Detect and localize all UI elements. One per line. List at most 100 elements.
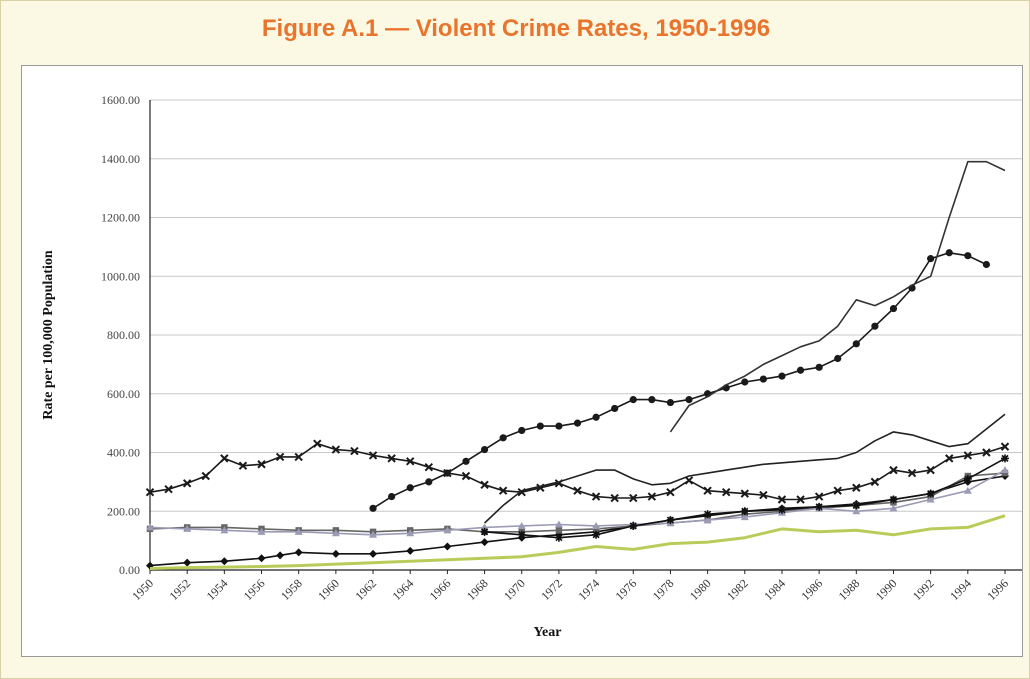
data-point-s0 xyxy=(573,419,582,427)
data-point-s2 xyxy=(498,486,508,495)
data-point-s2 xyxy=(629,493,638,503)
data-point-s0 xyxy=(425,478,433,486)
x-tick-label: 1968 xyxy=(464,576,491,603)
data-point-s6 xyxy=(257,527,266,535)
y-tick-label: 1000.00 xyxy=(101,269,140,283)
data-point-s2 xyxy=(164,485,173,494)
x-tick-label: 1950 xyxy=(129,576,156,603)
line-chart: 0.00 200.00 400.00 600.00 800.00 1000.00 1200.… xyxy=(41,93,1022,640)
data-point-s2 xyxy=(982,448,991,457)
data-point-s0 xyxy=(871,322,879,330)
data-point-s6 xyxy=(852,507,861,515)
data-point-s7 xyxy=(815,502,824,511)
x-tick-label: 1996 xyxy=(984,576,1011,603)
data-point-s4 xyxy=(183,558,192,567)
data-point-s0 xyxy=(406,484,414,492)
data-point-s7 xyxy=(889,495,898,504)
series-line-8 xyxy=(149,514,1006,570)
data-point-s2 xyxy=(591,492,601,501)
data-point-s6 xyxy=(1001,466,1009,474)
x-tick-label: 1972 xyxy=(538,576,565,603)
data-point-s2 xyxy=(424,462,434,472)
data-point-s7 xyxy=(592,530,601,539)
x-tick-label: 1980 xyxy=(687,576,714,603)
data-point-s6 xyxy=(443,526,452,534)
data-point-s6 xyxy=(369,530,378,538)
data-point-s0 xyxy=(685,396,693,404)
data-point-s0 xyxy=(666,398,675,407)
data-point-s0 xyxy=(369,504,377,512)
data-point-s2 xyxy=(610,493,619,503)
data-point-s6 xyxy=(294,527,303,535)
data-point-s0 xyxy=(480,445,489,454)
y-tick-label: 800.00 xyxy=(107,328,140,342)
data-point-s4 xyxy=(480,538,489,547)
data-point-s7 xyxy=(777,505,786,514)
data-point-s0 xyxy=(518,426,526,435)
y-tick-label: 600.00 xyxy=(107,387,140,401)
data-point-s2 xyxy=(257,460,266,469)
x-tick-label: 1962 xyxy=(352,576,379,603)
x-tick-label: 1986 xyxy=(798,576,825,603)
data-point-s7 xyxy=(963,474,972,483)
data-point-s0 xyxy=(536,422,544,430)
data-point-s2 xyxy=(182,479,192,488)
data-point-s6 xyxy=(517,521,526,529)
data-point-s0 xyxy=(388,492,396,501)
x-tick-label: 1952 xyxy=(166,576,193,603)
y-tick-label: 1400.00 xyxy=(101,152,140,166)
x-tick-label: 1960 xyxy=(315,576,342,603)
data-point-s2 xyxy=(201,471,210,481)
y-tick-label: 200.00 xyxy=(107,504,140,518)
x-tick-label: 1964 xyxy=(389,576,416,603)
data-point-s6 xyxy=(146,523,154,531)
data-point-s2 xyxy=(1000,442,1010,451)
data-point-s4 xyxy=(276,551,285,560)
data-point-s0 xyxy=(982,260,991,269)
data-point-s0 xyxy=(927,255,935,263)
data-point-s0 xyxy=(834,354,842,363)
data-point-s0 xyxy=(852,340,860,348)
data-point-s4 xyxy=(294,548,303,557)
data-point-s7 xyxy=(629,521,638,530)
data-point-s6 xyxy=(926,495,935,503)
data-point-s7 xyxy=(703,510,712,519)
data-point-s7 xyxy=(852,501,861,510)
data-point-s2 xyxy=(721,487,731,497)
x-tick-label: 1970 xyxy=(501,576,528,603)
data-point-s6 xyxy=(703,516,712,524)
data-point-s7 xyxy=(740,507,749,516)
data-point-s6 xyxy=(592,521,601,529)
data-point-s2 xyxy=(461,471,471,481)
x-tick-label: 1988 xyxy=(836,576,863,603)
data-point-s2 xyxy=(220,454,229,463)
data-point-s2 xyxy=(945,454,954,463)
data-point-s6 xyxy=(963,486,972,494)
data-point-s7 xyxy=(554,533,563,542)
data-point-s2 xyxy=(777,495,787,504)
data-point-s2 xyxy=(759,490,768,500)
data-point-s2 xyxy=(870,477,880,487)
data-point-s7 xyxy=(480,527,489,536)
data-point-s0 xyxy=(462,457,470,465)
data-point-s6 xyxy=(183,524,192,532)
data-point-s2 xyxy=(796,495,805,504)
chart-panel: 0.00 200.00 400.00 600.00 800.00 1000.00 1200.… xyxy=(21,65,1023,657)
data-point-s7 xyxy=(1001,454,1009,463)
x-tick-label: 1994 xyxy=(947,576,974,603)
data-point-s4 xyxy=(257,554,266,563)
series-line-1 xyxy=(669,160,1006,433)
data-point-s2 xyxy=(666,487,675,497)
data-point-s6 xyxy=(220,526,229,534)
data-point-s2 xyxy=(350,446,359,456)
x-tick-label: 1954 xyxy=(204,576,231,603)
data-point-s2 xyxy=(480,480,489,490)
data-point-s2 xyxy=(814,492,824,501)
data-point-s2 xyxy=(275,452,285,462)
x-tick-label: 1982 xyxy=(724,576,751,603)
data-point-s0 xyxy=(592,413,600,421)
data-point-s4 xyxy=(331,549,340,558)
data-point-s2 xyxy=(406,457,415,466)
figure-title: Figure A.1 — Violent Crime Rates, 1950-1… xyxy=(261,15,771,42)
